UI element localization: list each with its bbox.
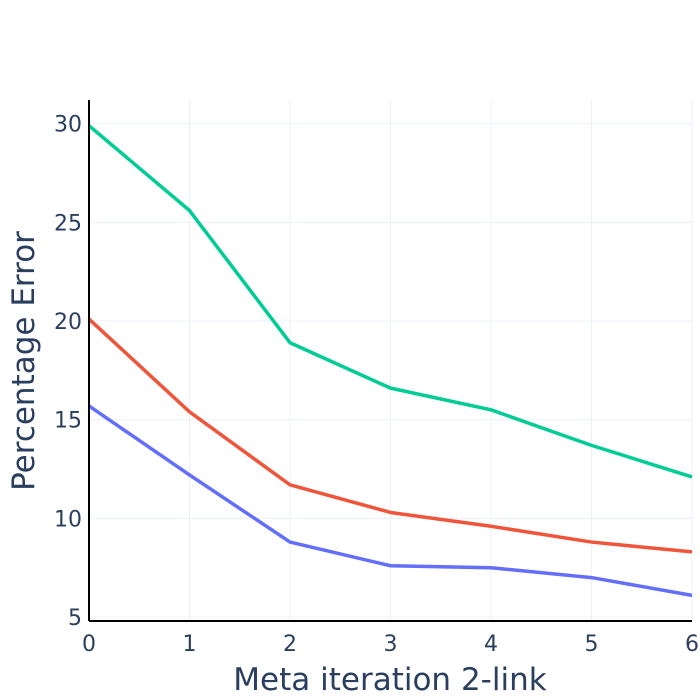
x-axis-title: Meta iteration 2-link — [233, 662, 546, 698]
y-tick-label: 10 — [54, 507, 82, 532]
tick-labels: 0 1 2 3 4 5 6 5 10 15 20 25 30 — [54, 113, 699, 657]
x-tick-label: 1 — [183, 632, 197, 657]
y-tick-label: 20 — [54, 310, 82, 335]
y-tick-label: 15 — [54, 409, 82, 434]
series-line-1 — [87, 124, 693, 479]
y-tick-label: 5 — [68, 606, 82, 631]
series-lines — [87, 124, 693, 598]
x-tick-label: 0 — [82, 632, 96, 657]
x-tick-label: 2 — [283, 632, 297, 657]
y-axis-title: Percentage Error — [6, 231, 42, 491]
x-tick-label: 6 — [685, 632, 699, 657]
series-line-2 — [87, 317, 693, 554]
x-tick-label: 3 — [384, 632, 398, 657]
x-tick-label: 5 — [585, 632, 599, 657]
series-line-3 — [88, 404, 693, 598]
y-tick-label: 25 — [54, 211, 82, 236]
axes — [88, 100, 692, 622]
x-tick-label: 4 — [484, 632, 498, 657]
y-tick-label: 30 — [54, 113, 82, 138]
grid — [89, 100, 693, 621]
